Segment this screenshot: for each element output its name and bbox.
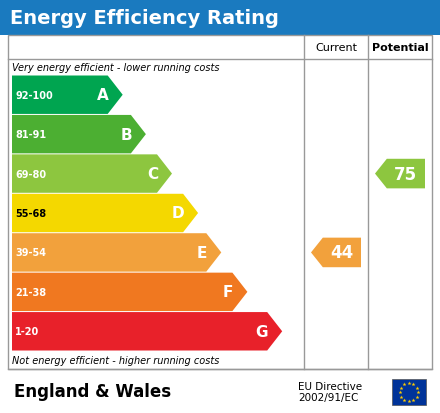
Text: 92-100: 92-100 <box>15 90 53 100</box>
Text: 69-80: 69-80 <box>15 169 46 179</box>
Bar <box>392 379 426 405</box>
Text: Current: Current <box>315 43 357 53</box>
Text: England & Wales: England & Wales <box>14 382 171 400</box>
Bar <box>0 0 440 36</box>
Polygon shape <box>12 273 247 311</box>
Text: 2002/91/EC: 2002/91/EC <box>298 392 358 402</box>
Polygon shape <box>12 155 172 193</box>
Bar <box>8 36 432 369</box>
Text: 44: 44 <box>330 244 353 262</box>
Polygon shape <box>12 234 221 272</box>
Polygon shape <box>311 238 361 268</box>
Text: B: B <box>120 127 132 142</box>
Text: 39-54: 39-54 <box>15 248 46 258</box>
Text: E: E <box>197 245 207 260</box>
Text: 1-20: 1-20 <box>15 327 39 337</box>
Text: 81-91: 81-91 <box>15 130 46 140</box>
Text: A: A <box>97 88 109 103</box>
Text: G: G <box>256 324 268 339</box>
Text: Potential: Potential <box>372 43 428 53</box>
Bar <box>0 369 440 413</box>
Text: 75: 75 <box>394 165 418 183</box>
Polygon shape <box>375 159 425 189</box>
Polygon shape <box>12 76 123 115</box>
Text: 21-38: 21-38 <box>15 287 46 297</box>
Text: Not energy efficient - higher running costs: Not energy efficient - higher running co… <box>12 355 220 365</box>
Polygon shape <box>12 312 282 351</box>
Text: Energy Efficiency Rating: Energy Efficiency Rating <box>10 9 279 27</box>
Text: C: C <box>147 167 158 182</box>
Text: Very energy efficient - lower running costs: Very energy efficient - lower running co… <box>12 63 220 73</box>
Text: EU Directive: EU Directive <box>298 381 362 391</box>
Polygon shape <box>12 194 198 233</box>
Text: 55-68: 55-68 <box>15 209 46 218</box>
Polygon shape <box>12 116 146 154</box>
Text: D: D <box>172 206 184 221</box>
Text: F: F <box>223 285 233 300</box>
